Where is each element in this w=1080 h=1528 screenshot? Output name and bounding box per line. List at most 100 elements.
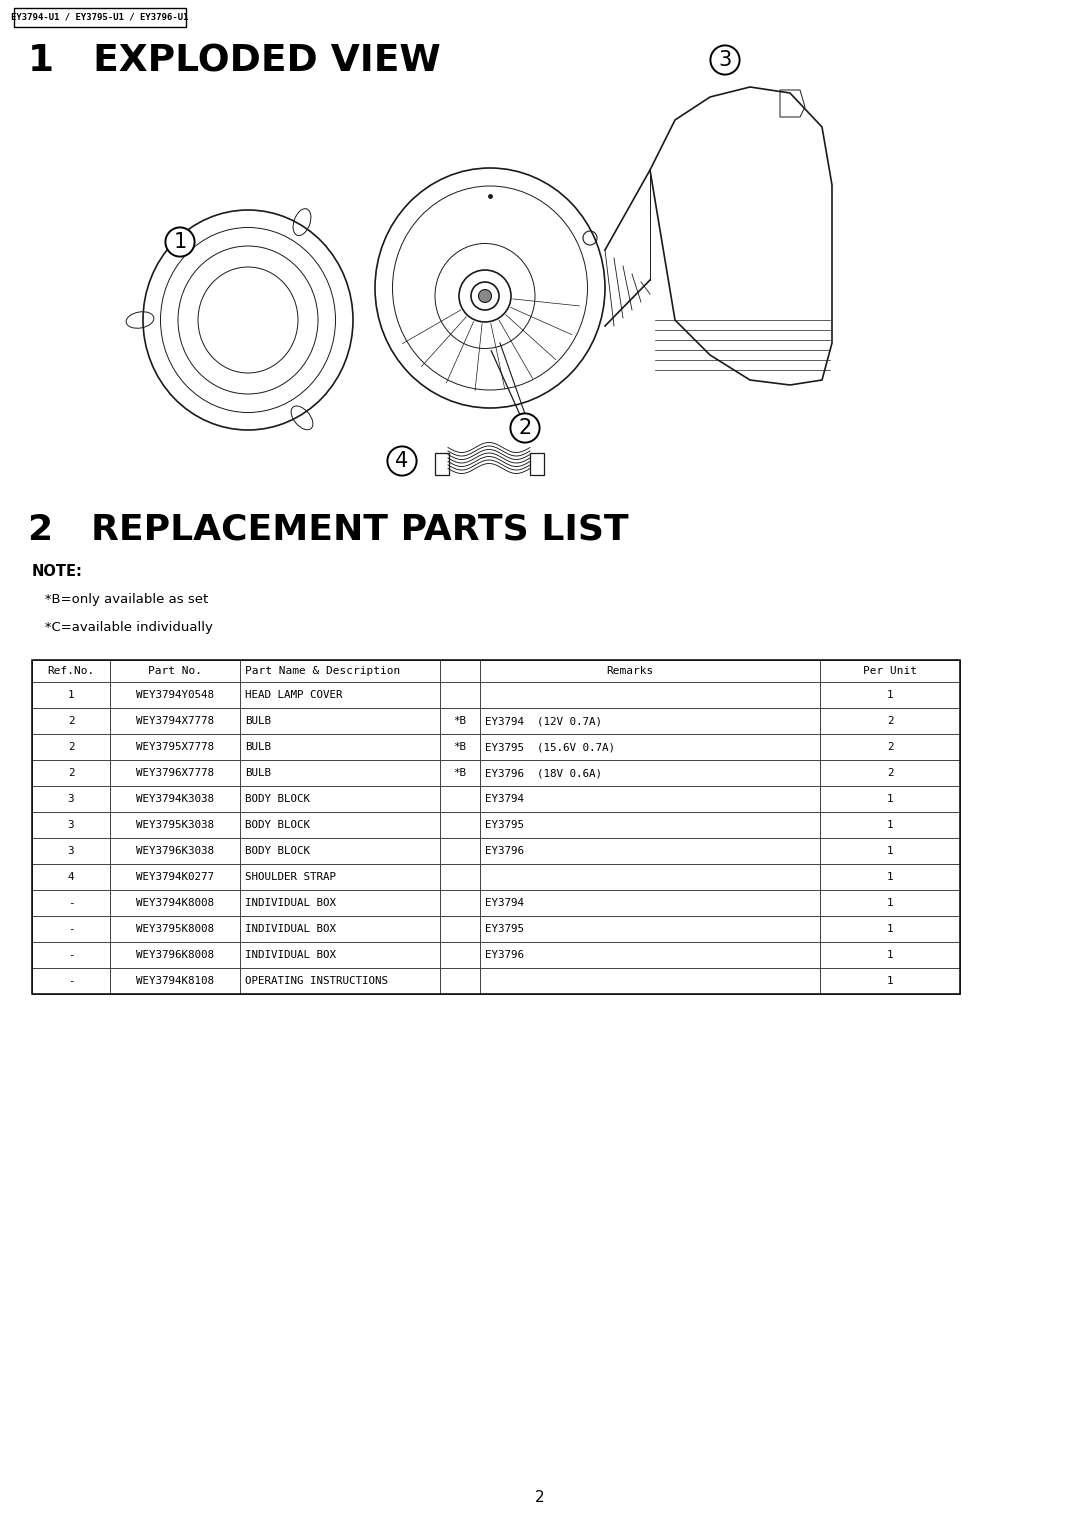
Text: 2: 2 <box>518 419 531 439</box>
FancyBboxPatch shape <box>480 707 820 733</box>
FancyBboxPatch shape <box>240 863 440 889</box>
FancyBboxPatch shape <box>480 863 820 889</box>
FancyBboxPatch shape <box>820 811 960 837</box>
Text: WEY3795X7778: WEY3795X7778 <box>136 743 214 752</box>
Text: NOTE:: NOTE: <box>32 564 83 579</box>
FancyBboxPatch shape <box>480 681 820 707</box>
FancyBboxPatch shape <box>820 915 960 941</box>
Text: 2: 2 <box>536 1490 544 1505</box>
Text: EY3794-U1 / EY3795-U1 / EY3796-U1: EY3794-U1 / EY3795-U1 / EY3796-U1 <box>11 14 189 21</box>
FancyBboxPatch shape <box>530 452 544 475</box>
FancyBboxPatch shape <box>110 915 240 941</box>
FancyBboxPatch shape <box>110 785 240 811</box>
FancyBboxPatch shape <box>820 660 960 681</box>
Text: WEY3794X7778: WEY3794X7778 <box>136 717 214 726</box>
Text: -: - <box>68 976 75 986</box>
FancyBboxPatch shape <box>110 733 240 759</box>
Text: *C=available individually: *C=available individually <box>32 622 213 634</box>
FancyBboxPatch shape <box>820 707 960 733</box>
FancyBboxPatch shape <box>440 941 480 969</box>
FancyBboxPatch shape <box>440 681 480 707</box>
FancyBboxPatch shape <box>440 915 480 941</box>
FancyBboxPatch shape <box>440 660 480 681</box>
Text: 1: 1 <box>887 976 893 986</box>
Text: WEY3795K8008: WEY3795K8008 <box>136 924 214 934</box>
Text: SHOULDER STRAP: SHOULDER STRAP <box>245 872 336 882</box>
FancyBboxPatch shape <box>32 785 110 811</box>
Text: 2: 2 <box>887 769 893 778</box>
Text: WEY3794K3038: WEY3794K3038 <box>136 795 214 804</box>
FancyBboxPatch shape <box>110 889 240 915</box>
Text: EY3796  (18V 0.6A): EY3796 (18V 0.6A) <box>485 769 602 778</box>
FancyBboxPatch shape <box>110 863 240 889</box>
FancyBboxPatch shape <box>240 941 440 969</box>
Text: WEY3794K8008: WEY3794K8008 <box>136 898 214 908</box>
Text: WEY3796K8008: WEY3796K8008 <box>136 950 214 960</box>
FancyBboxPatch shape <box>32 941 110 969</box>
FancyBboxPatch shape <box>240 681 440 707</box>
Text: 2: 2 <box>68 743 75 752</box>
Text: WEY3794Y0548: WEY3794Y0548 <box>136 691 214 700</box>
FancyBboxPatch shape <box>240 785 440 811</box>
Text: WEY3795K3038: WEY3795K3038 <box>136 821 214 830</box>
FancyBboxPatch shape <box>32 733 110 759</box>
FancyBboxPatch shape <box>110 681 240 707</box>
FancyBboxPatch shape <box>240 759 440 785</box>
FancyBboxPatch shape <box>820 759 960 785</box>
FancyBboxPatch shape <box>820 681 960 707</box>
FancyBboxPatch shape <box>240 733 440 759</box>
FancyBboxPatch shape <box>32 969 110 995</box>
FancyBboxPatch shape <box>32 707 110 733</box>
FancyBboxPatch shape <box>820 969 960 995</box>
FancyBboxPatch shape <box>440 837 480 863</box>
Text: 1: 1 <box>887 847 893 856</box>
Text: 1: 1 <box>174 232 187 252</box>
Text: Remarks: Remarks <box>606 666 653 675</box>
Text: -: - <box>68 898 75 908</box>
Text: *B: *B <box>454 717 467 726</box>
Text: WEY3796X7778: WEY3796X7778 <box>136 769 214 778</box>
FancyBboxPatch shape <box>480 759 820 785</box>
FancyBboxPatch shape <box>820 733 960 759</box>
Text: *B: *B <box>454 769 467 778</box>
FancyBboxPatch shape <box>480 837 820 863</box>
Text: 1: 1 <box>887 898 893 908</box>
FancyBboxPatch shape <box>820 889 960 915</box>
Text: 3: 3 <box>68 795 75 804</box>
Text: EY3795: EY3795 <box>485 924 524 934</box>
Text: EY3796: EY3796 <box>485 847 524 856</box>
FancyBboxPatch shape <box>440 759 480 785</box>
Ellipse shape <box>478 289 491 303</box>
FancyBboxPatch shape <box>240 707 440 733</box>
Text: BODY BLOCK: BODY BLOCK <box>245 795 310 804</box>
FancyBboxPatch shape <box>480 785 820 811</box>
Text: EY3794: EY3794 <box>485 898 524 908</box>
FancyBboxPatch shape <box>240 889 440 915</box>
FancyBboxPatch shape <box>110 759 240 785</box>
Text: Part Name & Description: Part Name & Description <box>245 666 401 675</box>
FancyBboxPatch shape <box>32 681 110 707</box>
Text: 2: 2 <box>887 717 893 726</box>
FancyBboxPatch shape <box>110 660 240 681</box>
Text: *B=only available as set: *B=only available as set <box>32 593 208 607</box>
Text: 1: 1 <box>887 821 893 830</box>
FancyBboxPatch shape <box>32 811 110 837</box>
FancyBboxPatch shape <box>240 969 440 995</box>
FancyBboxPatch shape <box>240 660 440 681</box>
FancyBboxPatch shape <box>480 660 820 681</box>
FancyBboxPatch shape <box>480 969 820 995</box>
FancyBboxPatch shape <box>820 941 960 969</box>
Text: HEAD LAMP COVER: HEAD LAMP COVER <box>245 691 342 700</box>
Text: 2   REPLACEMENT PARTS LIST: 2 REPLACEMENT PARTS LIST <box>28 513 629 547</box>
FancyBboxPatch shape <box>820 785 960 811</box>
FancyBboxPatch shape <box>110 969 240 995</box>
Text: Part No.: Part No. <box>148 666 202 675</box>
Text: 4: 4 <box>395 451 408 471</box>
Text: BODY BLOCK: BODY BLOCK <box>245 847 310 856</box>
Text: EY3795  (15.6V 0.7A): EY3795 (15.6V 0.7A) <box>485 743 615 752</box>
Text: 1: 1 <box>68 691 75 700</box>
Text: 3: 3 <box>68 821 75 830</box>
FancyBboxPatch shape <box>440 863 480 889</box>
FancyBboxPatch shape <box>240 811 440 837</box>
Text: INDIVIDUAL BOX: INDIVIDUAL BOX <box>245 898 336 908</box>
